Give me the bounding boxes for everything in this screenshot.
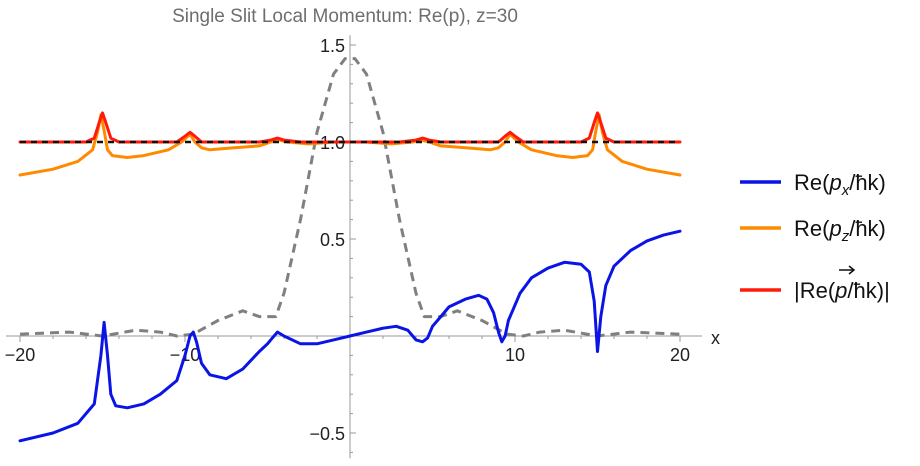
x-axis-label: x xyxy=(711,328,720,348)
x-tick-label: 10 xyxy=(505,345,525,365)
chart-title: Single Slit Local Momentum: Re(p), z=30 xyxy=(172,6,518,27)
x-tick-label: −20 xyxy=(5,345,36,365)
legend: Re(px/ħk) Re(pz/ħk) |Re(p/ħk)| xyxy=(740,170,890,303)
legend-label: Re(px/ħk) xyxy=(794,170,886,199)
x-tick-label: 20 xyxy=(670,345,690,365)
y-tick-label: 1.5 xyxy=(320,36,345,56)
vector-arrow-head-icon xyxy=(848,265,856,275)
y-tick-label: 0.5 xyxy=(320,230,345,250)
series-layer xyxy=(18,57,682,443)
legend-label: |Re(p/ħk)| xyxy=(794,278,890,303)
legend-label: Re(pz/ħk) xyxy=(794,216,886,245)
y-tick-label: −0.5 xyxy=(309,424,345,444)
series-line-0 xyxy=(18,229,682,443)
